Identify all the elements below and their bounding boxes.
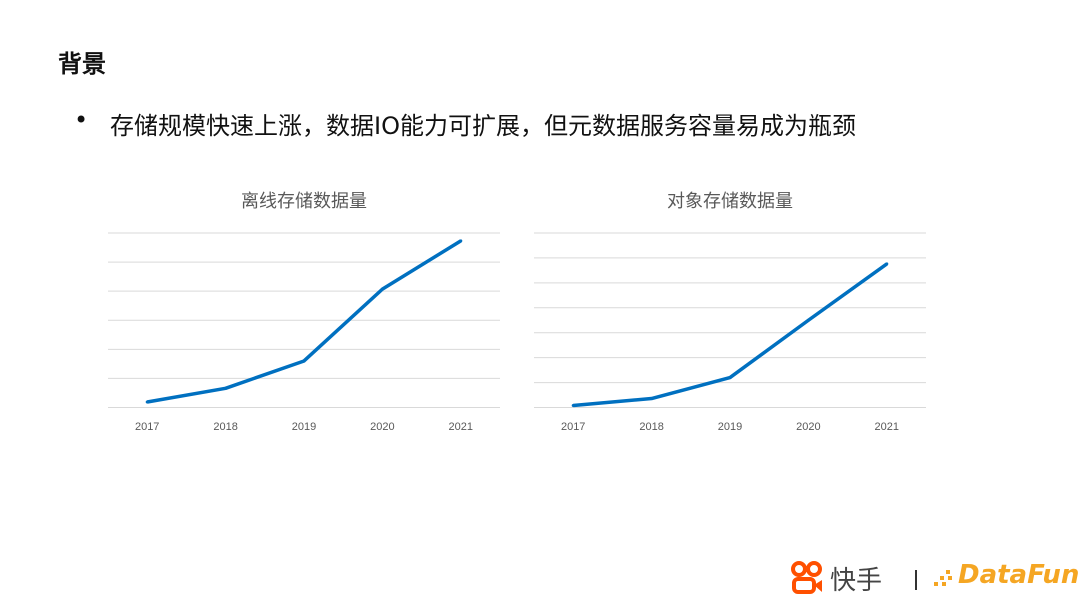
x-tick-label: 2021: [449, 421, 473, 433]
series-line: [573, 262, 888, 408]
slide-title: 背景: [58, 50, 106, 78]
x-tick-label: 2018: [213, 421, 237, 433]
x-tick-label: 2019: [718, 421, 742, 433]
bullet-text: 存储规模快速上涨，数据IO能力可扩展，但元数据服务容量易成为瓶颈: [110, 112, 856, 140]
chart-offline-storage: 离线存储数据量 2017 2018 2019 2020 2021: [108, 191, 500, 433]
chart-title: 对象存储数据量: [667, 191, 793, 212]
x-tick-label: 2018: [639, 421, 663, 433]
data-point: [145, 400, 149, 404]
bullet-marker: •: [74, 106, 89, 134]
data-point: [806, 318, 810, 322]
datafun-logo-text: DataFun.: [958, 560, 1080, 590]
data-point: [728, 376, 732, 380]
x-tick-label: 2019: [292, 421, 316, 433]
footer-logos: 快手 DataFun.: [790, 560, 1080, 596]
data-point: [380, 287, 384, 291]
data-point: [571, 404, 575, 408]
chart-title: 离线存储数据量: [241, 191, 367, 212]
x-tick-label: 2020: [796, 421, 820, 433]
data-point: [459, 239, 463, 243]
x-tick-label: 2017: [135, 421, 159, 433]
series-line: [146, 239, 462, 404]
kuaishou-logo-text: 快手: [830, 566, 883, 596]
x-tick-label: 2021: [875, 421, 899, 433]
kuaishou-logo-icon: [791, 561, 822, 594]
data-point: [224, 386, 228, 390]
datafun-dots-icon: [934, 570, 952, 586]
logo-separator: [915, 570, 917, 590]
x-tick-label: 2017: [561, 421, 585, 433]
x-tick-label: 2020: [370, 421, 394, 433]
data-point: [885, 262, 889, 266]
data-point: [302, 359, 306, 363]
data-point: [650, 397, 654, 401]
chart-object-storage: 对象存储数据量 2017 2018 2019 2020 2021: [534, 191, 926, 433]
